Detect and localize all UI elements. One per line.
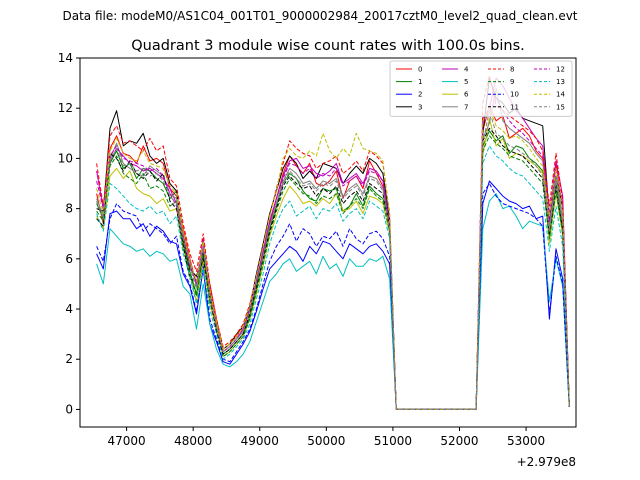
legend-box xyxy=(389,60,573,117)
legend-label-1: 1 xyxy=(418,78,422,86)
y-axis-ticks: 0 2 4 6 8 10 12 14 xyxy=(58,51,80,416)
series-line-7 xyxy=(96,87,570,410)
series-line-1 xyxy=(96,130,570,410)
y-tick-label: 12 xyxy=(58,101,73,115)
y-tick-label: 6 xyxy=(65,252,73,266)
legend-label-10: 10 xyxy=(510,91,519,99)
legend-label-5: 5 xyxy=(464,78,468,86)
series-line-6 xyxy=(96,117,570,410)
legend-label-11: 11 xyxy=(510,103,519,111)
legend-label-8: 8 xyxy=(510,66,514,74)
plot-frame xyxy=(79,57,577,428)
legend-label-0: 0 xyxy=(418,66,422,74)
y-tick-label: 10 xyxy=(58,151,73,165)
x-offset-label: +2.979e8 xyxy=(517,455,576,469)
x-tick-label: 53000 xyxy=(507,434,545,448)
legend-label-13: 13 xyxy=(556,78,565,86)
x-tick-label: 47000 xyxy=(108,434,146,448)
legend-label-7: 7 xyxy=(464,103,468,111)
series-line-9 xyxy=(96,135,570,410)
legend-label-2: 2 xyxy=(418,91,422,99)
y-tick-label: 14 xyxy=(58,51,73,65)
legend-label-6: 6 xyxy=(464,91,469,99)
legend-label-3: 3 xyxy=(418,103,422,111)
y-tick-label: 8 xyxy=(65,202,73,216)
chart-suptitle: Data file: modeM0/AS1C04_001T01_90000029… xyxy=(62,9,577,23)
y-tick-label: 4 xyxy=(65,302,73,316)
x-tick-label: 52000 xyxy=(440,434,478,448)
series-line-2 xyxy=(96,180,570,410)
legend-label-12: 12 xyxy=(556,66,565,74)
x-tick-label: 48000 xyxy=(174,434,212,448)
series-line-10 xyxy=(96,183,570,410)
series-line-5 xyxy=(96,193,570,410)
y-tick-label: 2 xyxy=(65,352,73,366)
legend-label-14: 14 xyxy=(556,91,565,99)
x-axis-ticks: 47000 48000 49000 50000 51000 52000 53000 xyxy=(108,427,545,448)
x-tick-label: 50000 xyxy=(307,434,345,448)
legend-label-9: 9 xyxy=(510,78,514,86)
x-tick-label: 51000 xyxy=(374,434,412,448)
x-tick-label: 49000 xyxy=(241,434,279,448)
y-tick-label: 0 xyxy=(65,402,73,416)
chart-title: Quadrant 3 module wise count rates with … xyxy=(131,38,525,54)
legend-label-4: 4 xyxy=(464,66,469,74)
legend-label-15: 15 xyxy=(556,103,565,111)
series-line-13 xyxy=(96,145,570,410)
